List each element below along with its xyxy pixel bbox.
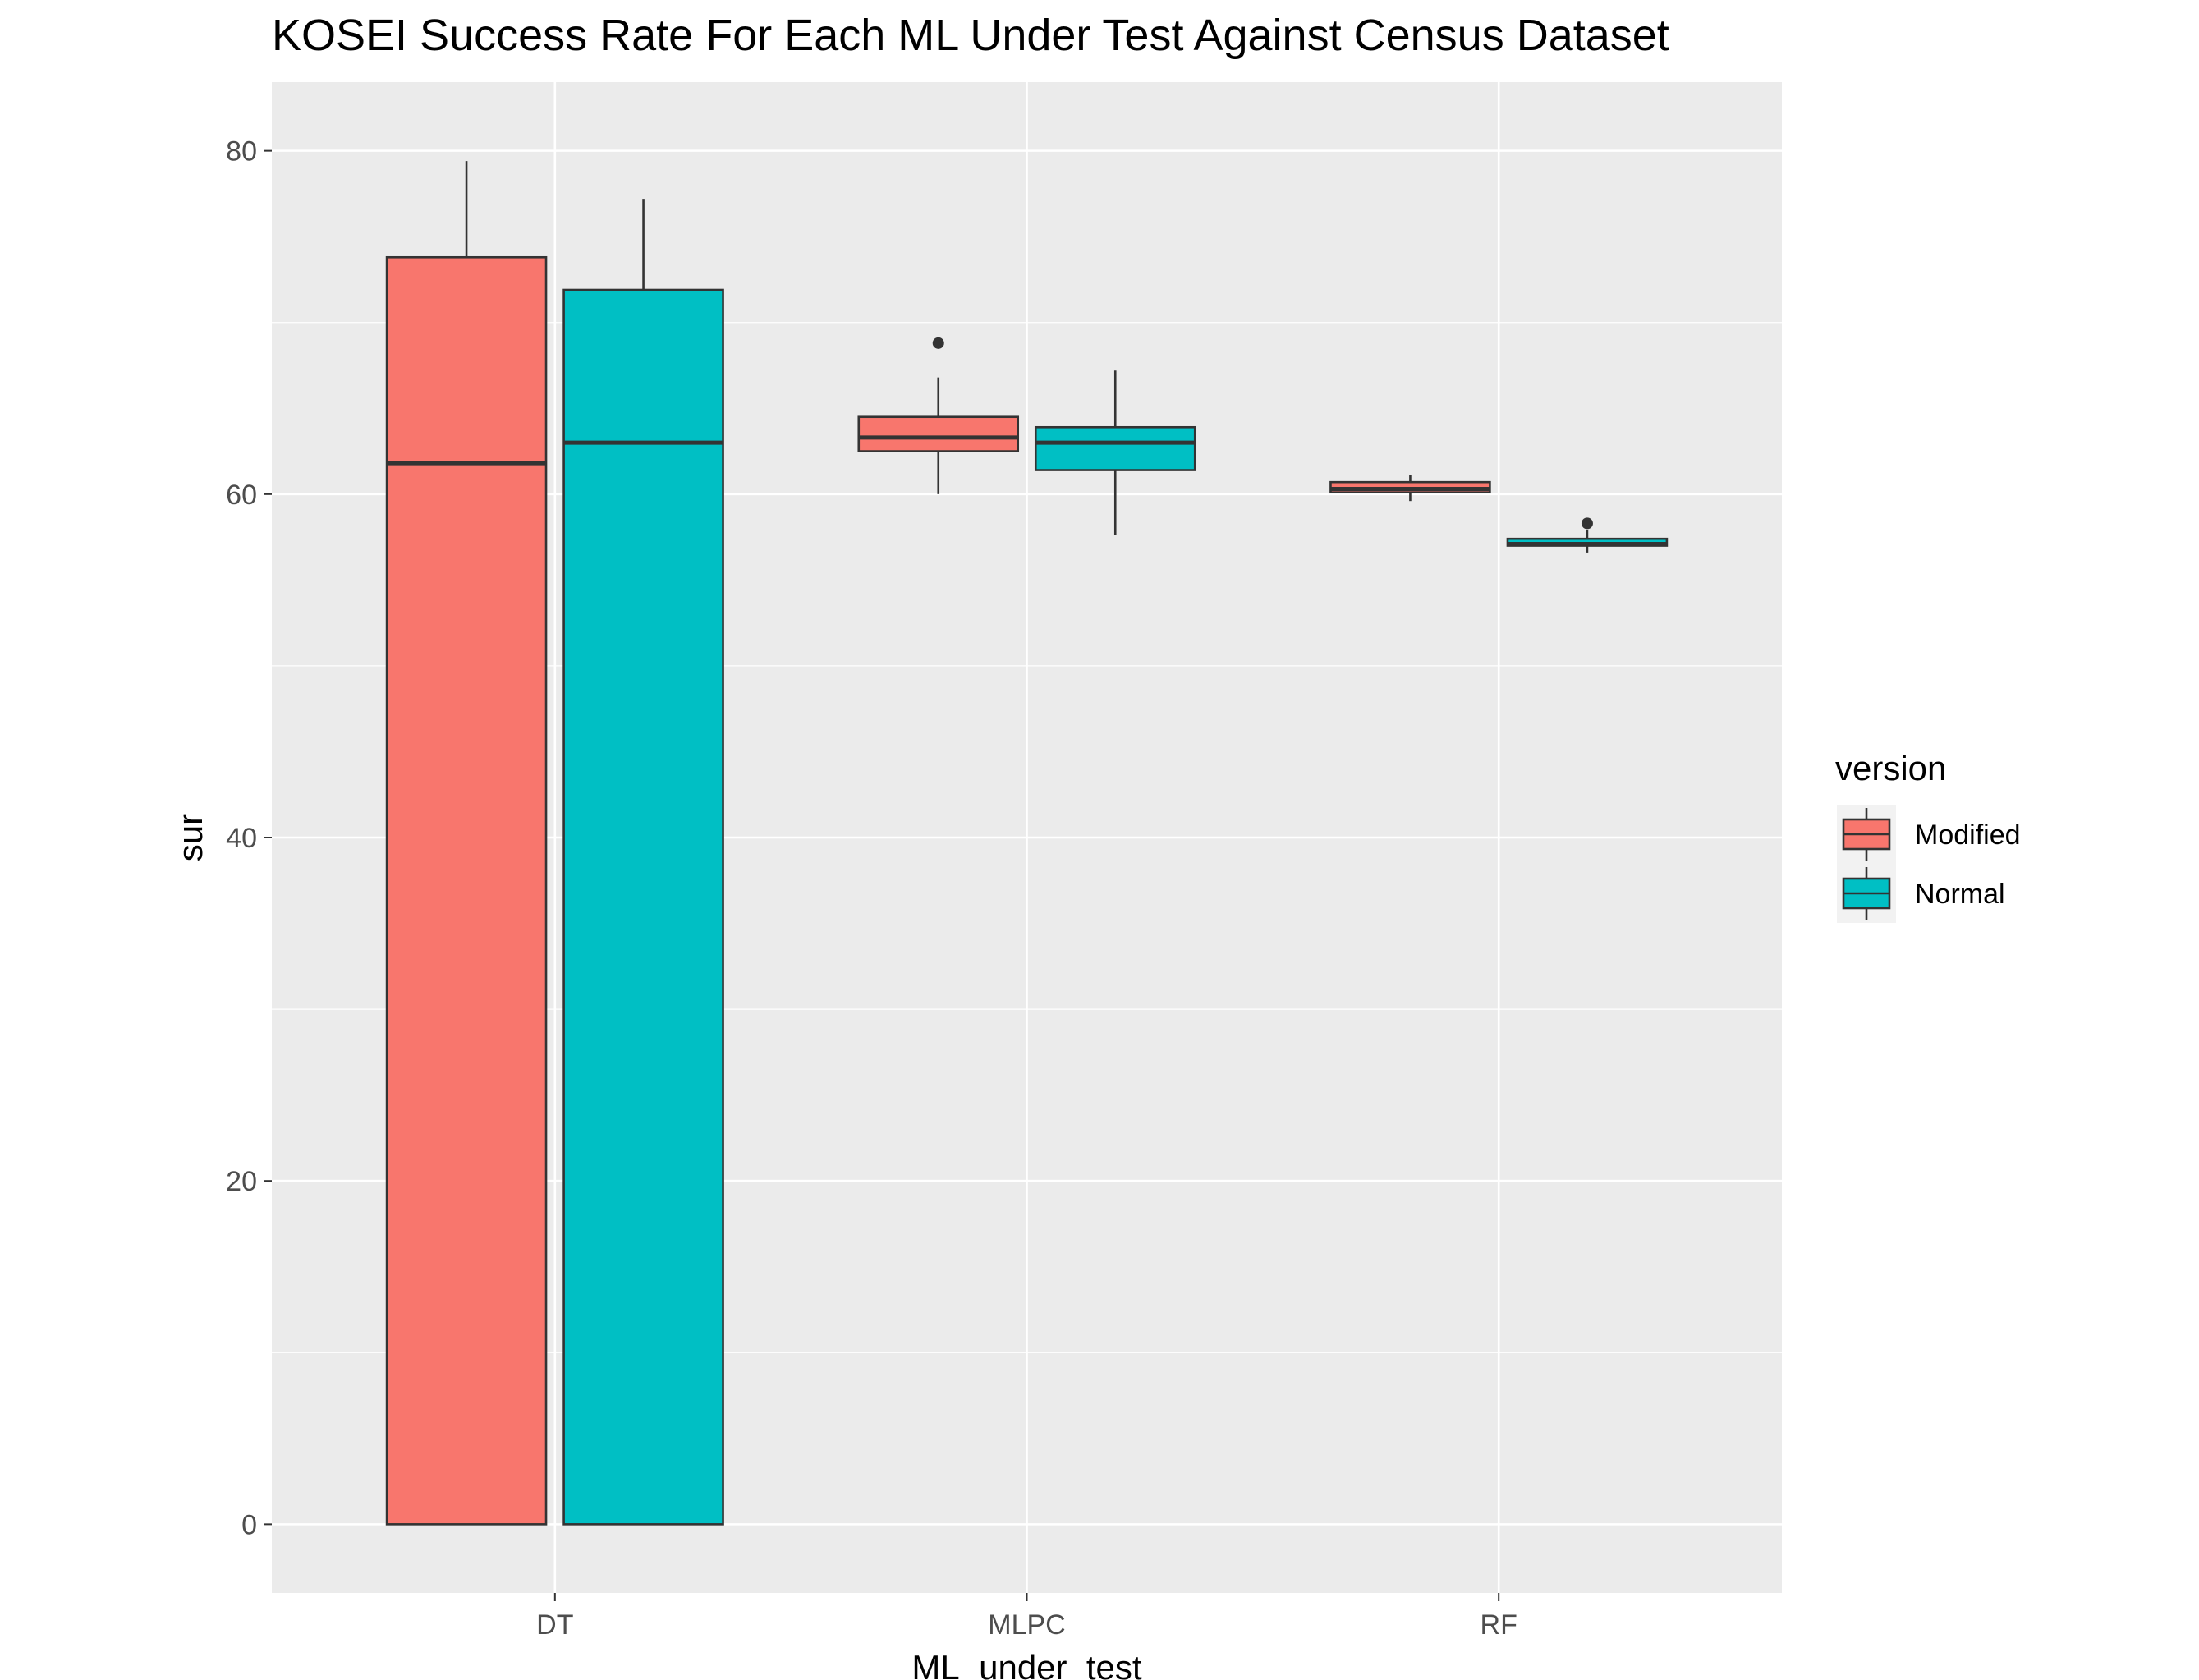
box-iqr [1034, 425, 1196, 471]
x-axis-title: ML_under_test [911, 1648, 1142, 1680]
outlier-point [1581, 517, 1593, 530]
box-iqr [385, 255, 548, 1526]
x-axis: DT MLPC RF [536, 1593, 1517, 1641]
legend-title: version [1835, 749, 1946, 787]
box-DT-Modified [385, 161, 548, 1526]
y-tick-label: 80 [226, 136, 257, 168]
y-axis-title: sur [171, 814, 209, 861]
legend-key-Normal [1837, 864, 1896, 923]
box-iqr [562, 288, 724, 1526]
legend-label: Normal [1915, 879, 2005, 910]
chart-title: KOSEI Success Rate For Each ML Under Tes… [272, 11, 1669, 60]
legend: version Modified Normal [1835, 749, 2021, 923]
y-tick-label: 60 [226, 480, 257, 511]
outlier-point [932, 337, 944, 349]
x-tick-label: MLPC [988, 1609, 1065, 1641]
legend-key-Modified [1837, 805, 1896, 864]
y-tick-label: 0 [241, 1509, 257, 1540]
y-tick-label: 40 [226, 823, 257, 854]
x-tick-label: RF [1481, 1609, 1517, 1641]
box-iqr [857, 415, 1020, 452]
box-RF-Normal [1506, 517, 1669, 553]
boxes [385, 161, 1669, 1526]
legend-label: Modified [1915, 819, 2021, 851]
box-RF-Modified [1329, 475, 1491, 502]
box-MLPC-Modified [857, 337, 1020, 494]
x-tick-label: DT [536, 1609, 573, 1641]
y-axis: 0 20 40 60 80 [226, 136, 272, 1540]
box-MLPC-Normal [1034, 370, 1196, 535]
box-DT-Normal [562, 199, 724, 1526]
y-tick-label: 20 [226, 1166, 257, 1197]
